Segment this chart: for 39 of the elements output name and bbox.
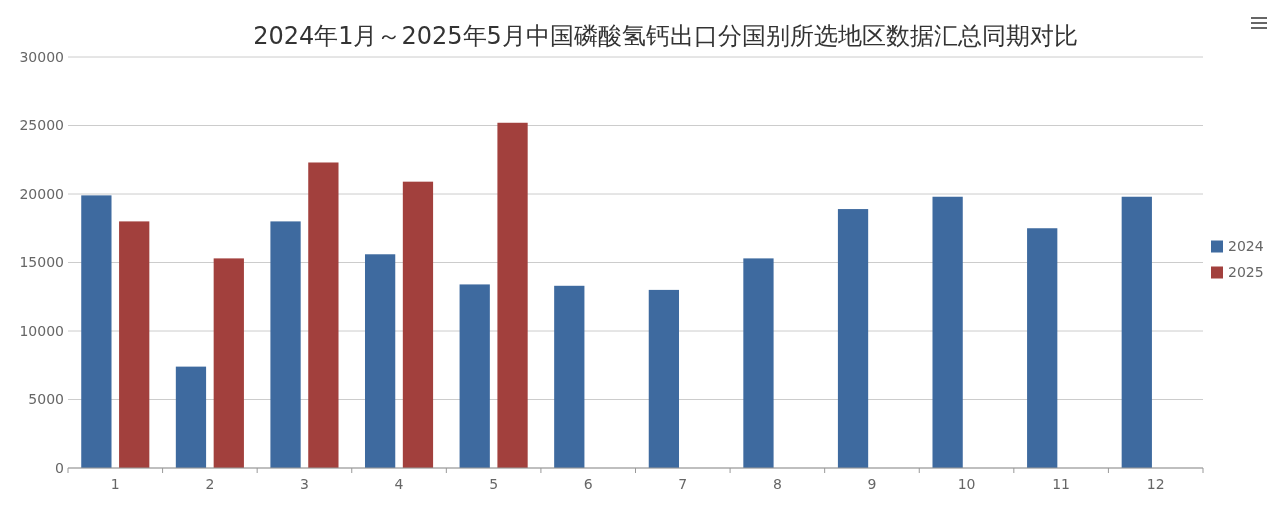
bar [932,196,963,468]
x-tick-label: 7 [678,476,688,492]
y-tick-label: 30000 [19,48,64,65]
x-tick-label: 4 [394,476,404,492]
y-tick-label: 15000 [19,254,64,271]
y-tick-label: 0 [55,459,64,476]
y-tick-label: 25000 [19,117,64,134]
x-tick-label: 5 [489,476,499,492]
legend-label: 2025 [1228,264,1264,281]
bar [554,285,585,468]
bar [402,181,434,468]
bar [459,284,490,468]
x-tick-label: 9 [867,476,877,492]
x-tick-label: 8 [772,476,782,492]
x-tick-label: 3 [300,476,309,492]
x-tick-label: 11 [1052,476,1071,492]
x-tick-label: 1 [110,476,120,492]
x-tick-label: 6 [583,476,593,492]
bar [497,122,528,468]
bar [308,162,339,468]
bar [213,258,244,468]
x-tick-label: 10 [957,476,976,492]
bar [119,221,150,468]
y-tick-label: 5000 [28,391,64,408]
x-tick-label: 12 [1146,476,1165,492]
bar [81,195,112,468]
bar [648,289,680,468]
y-tick-label: 10000 [19,322,64,339]
bar [1121,196,1152,468]
bar [175,366,207,468]
bar [364,254,396,468]
y-tick-label: 20000 [19,185,64,202]
bar [270,221,301,468]
bar [743,258,774,468]
bar [837,209,869,468]
legend-label: 2024 [1228,238,1264,255]
chart-title: 2024年1月～2025年5月中国磷酸氢钙出口分国别所选地区数据汇总同期对比 [253,22,1078,50]
bar [1027,228,1058,468]
x-tick-label: 2 [205,476,215,492]
